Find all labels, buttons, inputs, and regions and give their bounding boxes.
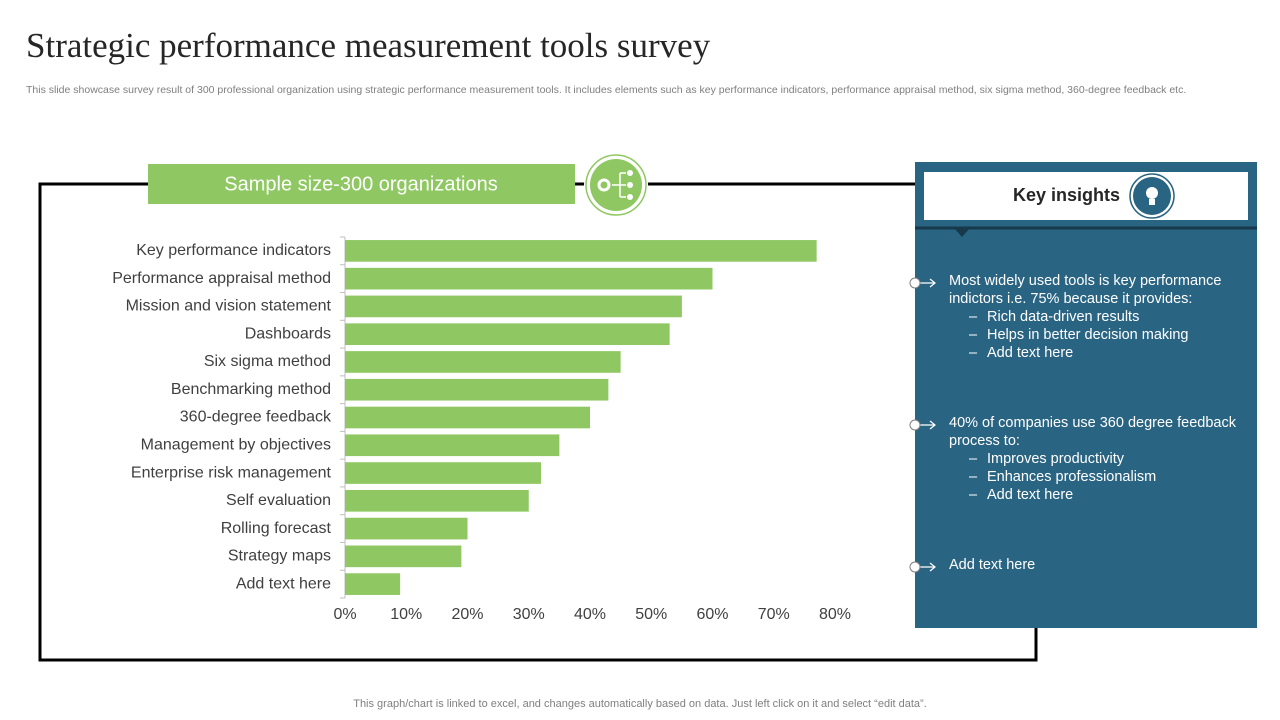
x-tick-label: 20%: [451, 606, 483, 623]
bar: [345, 517, 468, 540]
bar: [345, 462, 541, 484]
pointer: [954, 228, 970, 237]
insight-text: Most widely used tools is key performanc…: [949, 273, 1222, 307]
insight-item: Most widely used tools is key performanc…: [949, 272, 1244, 362]
bullet-arrow: [929, 278, 936, 288]
x-tick-label: 40%: [574, 606, 606, 623]
bullet-dot: [909, 277, 921, 289]
x-tick-label: 10%: [390, 606, 422, 623]
bar: [345, 267, 713, 290]
y-tick-label: Six sigma method: [204, 353, 331, 370]
page-subtitle: This slide showcase survey result of 300…: [26, 84, 1187, 96]
bar: [345, 323, 670, 346]
chart-title: Sample size-300 organizations: [224, 173, 498, 195]
x-tick-label: 0%: [333, 606, 356, 623]
insights-header: [924, 172, 1248, 220]
insight-point: Add text here: [949, 486, 1244, 504]
y-tick-label: Mission and vision statement: [126, 298, 332, 315]
bullet-dot: [909, 419, 921, 431]
bar: [345, 489, 529, 512]
insight-text: 40% of companies use 360 degree feedback…: [949, 415, 1236, 449]
y-tick-label: Strategy maps: [228, 548, 331, 565]
insight-text: Add text here: [949, 557, 1036, 573]
y-tick-label: Self evaluation: [226, 492, 331, 509]
bar: [345, 378, 609, 401]
insight-item: Add text here: [949, 556, 1244, 574]
y-tick-label: Add text here: [236, 575, 331, 592]
insight-point: Rich data-driven results: [949, 308, 1244, 326]
bar: [345, 240, 817, 262]
y-tick-label: Benchmarking method: [171, 381, 331, 398]
icon-gear: [597, 178, 611, 192]
x-tick-label: 30%: [513, 606, 545, 623]
y-tick-label: Management by objectives: [141, 436, 331, 453]
y-tick-label: Performance appraisal method: [112, 270, 331, 287]
y-tick-label: Key performance indicators: [136, 242, 331, 259]
page-title: Strategic performance measurement tools …: [26, 26, 711, 65]
x-tick-label: 50%: [635, 606, 667, 623]
bullet-arrow: [929, 420, 936, 430]
banner: [148, 164, 575, 204]
insight-item: 40% of companies use 360 degree feedback…: [949, 414, 1244, 504]
x-tick-label: 80%: [819, 606, 851, 623]
y-tick-label: Enterprise risk management: [131, 464, 332, 481]
bar: [345, 295, 682, 318]
bar: [345, 545, 462, 568]
bar: [345, 434, 560, 457]
insight-point: Add text here: [949, 344, 1244, 362]
insight-point: Enhances professionalism: [949, 468, 1244, 486]
bar: [345, 351, 621, 373]
x-tick-label: 70%: [758, 606, 790, 623]
insight-point: Improves productivity: [949, 450, 1244, 468]
bar: [345, 406, 590, 429]
bullet-dot: [909, 561, 921, 573]
icon-dot: [627, 182, 633, 188]
y-tick-label: Dashboards: [245, 325, 331, 342]
icon-dot: [627, 194, 633, 200]
insights-bulb: [1149, 199, 1155, 205]
icon-tree: [612, 172, 626, 198]
insights-title: Key insights: [1013, 185, 1120, 205]
icon-dot: [627, 170, 633, 176]
insight-point: Helps in better decision making: [949, 326, 1244, 344]
bullet-arrow: [929, 562, 936, 572]
insights-bulb: [1146, 187, 1158, 199]
footer-note: This graph/chart is linked to excel, and…: [353, 698, 927, 710]
y-tick-label: Rolling forecast: [221, 520, 332, 537]
icon-ring: [585, 154, 647, 216]
y-tick-label: 360-degree feedback: [180, 409, 332, 426]
insights-panel: [915, 162, 1257, 628]
x-tick-label: 60%: [696, 606, 728, 623]
bar: [345, 573, 401, 595]
